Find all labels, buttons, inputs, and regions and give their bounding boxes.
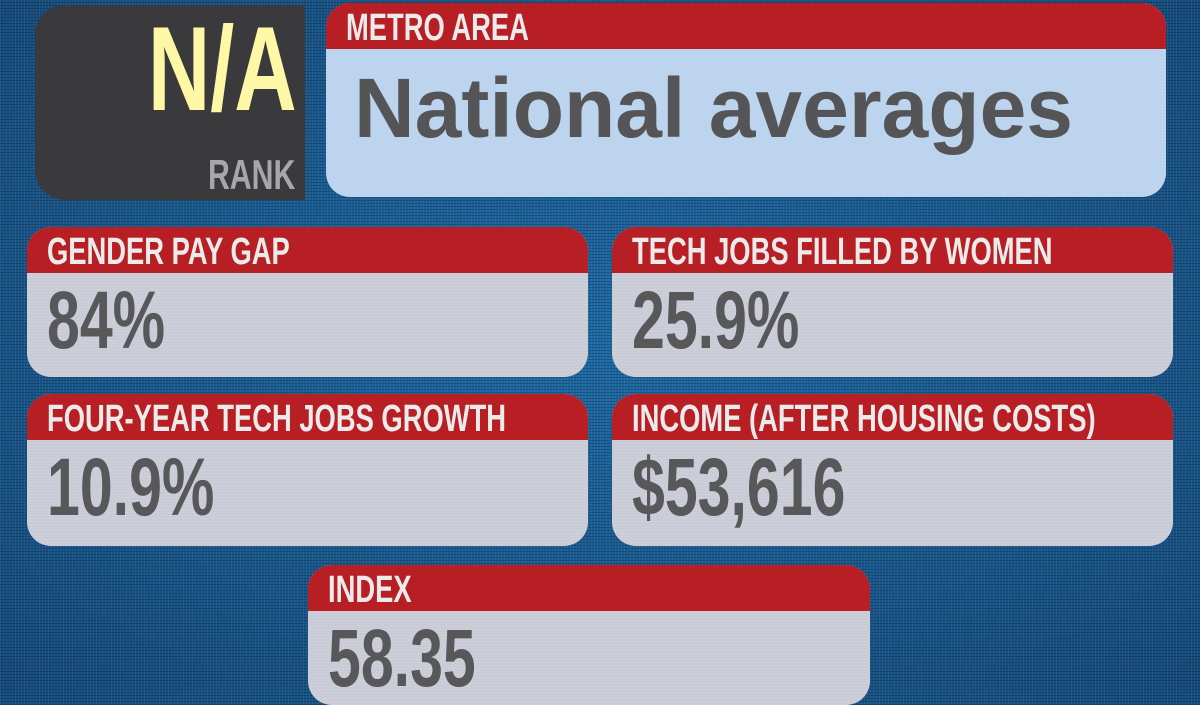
- stat-value: $53,616: [632, 442, 846, 533]
- metro-area-label: METRO AREA: [326, 3, 1166, 49]
- stat-label: GENDER PAY GAP: [27, 227, 588, 273]
- rank-box: N/A RANK: [35, 5, 305, 200]
- tech-jobs-women-card: TECH JOBS FILLED BY WOMEN 25.9%: [612, 227, 1173, 377]
- stat-label: INDEX: [308, 565, 870, 611]
- stat-label: TECH JOBS FILLED BY WOMEN: [612, 227, 1173, 273]
- stat-value: 58.35: [328, 613, 476, 704]
- rank-value: N/A: [148, 2, 297, 136]
- tech-jobs-growth-card: FOUR-YEAR TECH JOBS GROWTH 10.9%: [27, 394, 588, 546]
- stat-value: 84%: [47, 275, 166, 366]
- metro-area-card: METRO AREA National averages: [326, 3, 1166, 197]
- gender-pay-gap-card: GENDER PAY GAP 84%: [27, 227, 588, 377]
- stat-value: 25.9%: [632, 275, 800, 366]
- metro-area-value: National averages: [354, 61, 1074, 155]
- rank-label: RANK: [207, 151, 295, 198]
- income-card: INCOME (AFTER HOUSING COSTS) $53,616: [612, 394, 1173, 546]
- stat-value: 10.9%: [47, 442, 215, 533]
- stat-label: INCOME (AFTER HOUSING COSTS): [612, 394, 1173, 440]
- stat-label: FOUR-YEAR TECH JOBS GROWTH: [27, 394, 588, 440]
- index-card: INDEX 58.35: [308, 565, 870, 705]
